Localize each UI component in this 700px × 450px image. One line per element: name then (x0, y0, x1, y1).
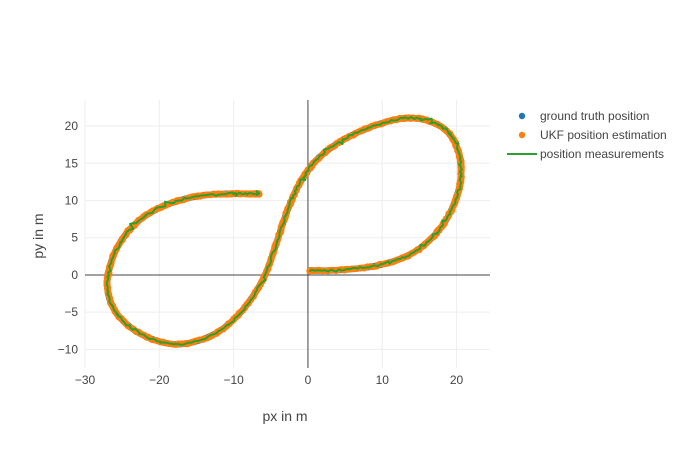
x-tick-label: −30 (75, 373, 96, 387)
legend-marker-ukf-estimation (518, 131, 526, 139)
series-ukf-estimation (103, 114, 465, 348)
legend[interactable]: ground truth position UKF position estim… (507, 109, 667, 161)
legend-label-ground-truth: ground truth position (540, 109, 649, 123)
y-tick-label: 20 (65, 119, 79, 133)
x-tick-label: 10 (376, 373, 390, 387)
zero-lines (85, 100, 490, 368)
x-tick-label: −20 (149, 373, 170, 387)
legend-item-ukf-estimation[interactable]: UKF position estimation (518, 128, 667, 142)
y-tick-label: 5 (71, 231, 78, 245)
y-tick-label: −10 (58, 342, 79, 356)
legend-item-ground-truth[interactable]: ground truth position (518, 109, 650, 123)
y-tick-label: −5 (64, 305, 78, 319)
y-tick-label: 15 (65, 156, 79, 170)
series-measurements (105, 116, 463, 346)
plot-area (103, 114, 465, 348)
x-axis-title: px in m (262, 408, 307, 424)
legend-label-ukf-estimation: UKF position estimation (540, 128, 667, 142)
grid (84, 100, 490, 368)
y-tick-label: 10 (65, 194, 79, 208)
x-tick-label: 0 (305, 373, 312, 387)
x-axis-ticks: −30 −20 −10 0 10 20 (75, 373, 464, 387)
y-axis-title: py in m (30, 213, 46, 258)
y-axis-ticks: −10 −5 0 5 10 15 20 (58, 119, 79, 356)
y-tick-label: 0 (71, 268, 78, 282)
x-tick-label: 20 (450, 373, 464, 387)
legend-label-measurements: position measurements (540, 147, 664, 161)
legend-marker-ground-truth (518, 112, 526, 120)
x-tick-label: −10 (223, 373, 244, 387)
legend-item-measurements[interactable]: position measurements (507, 147, 664, 161)
measurement-line (105, 116, 463, 346)
